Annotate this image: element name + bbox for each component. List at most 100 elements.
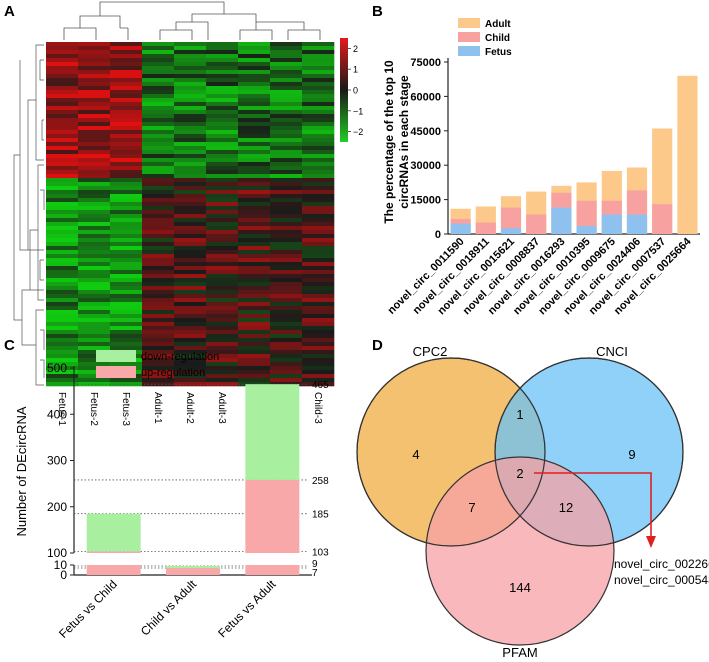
chart-c-reference-label: 7 (312, 568, 318, 579)
heatmap-cell (110, 310, 143, 315)
heatmap-cell (174, 114, 207, 119)
heatmap-cell (302, 210, 335, 215)
heatmap-cell (110, 94, 143, 99)
heatmap-cell (174, 330, 207, 335)
heatmap-cell (142, 302, 175, 307)
heatmap-cell (206, 142, 239, 147)
heatmap-cell (302, 334, 335, 339)
heatmap-cell (110, 258, 143, 263)
heatmap-cell (270, 370, 303, 375)
heatmap-cell (142, 274, 175, 279)
heatmap-cell (46, 246, 79, 251)
heatmap-cell (78, 142, 111, 147)
heatmap-cell (78, 294, 111, 299)
heatmap-cell (110, 322, 143, 327)
heatmap-cell (302, 182, 335, 187)
heatmap-cell (238, 310, 271, 315)
heatmap-cell (302, 362, 335, 367)
heatmap-cell (46, 166, 79, 171)
heatmap-cell (238, 274, 271, 279)
heatmap-cell (302, 306, 335, 311)
heatmap-cell (206, 194, 239, 199)
heatmap-cell (206, 198, 239, 203)
chart-c-ytick: 400 (47, 407, 67, 421)
venn-label-pfam: PFAM (502, 645, 537, 660)
heatmap-cell (238, 110, 271, 115)
colorbar-tick-label: −2 (353, 127, 363, 137)
heatmap-cell (238, 182, 271, 187)
heatmap-cell (206, 94, 239, 99)
heatmap-cell (46, 78, 79, 83)
heatmap-cell (302, 126, 335, 131)
heatmap-cell (270, 74, 303, 79)
heatmap-cell (238, 122, 271, 127)
heatmap-cell (270, 158, 303, 163)
heatmap-cell (46, 66, 79, 71)
venn-callout-arrow-line (534, 472, 652, 541)
heatmap-cell (142, 62, 175, 67)
heatmap-cell (302, 246, 335, 251)
heatmap-cell (238, 366, 271, 371)
panel-d: D CPC2 CNCI PFAM 4 9 144 1 7 12 2 novel_… (356, 337, 709, 660)
heatmap-cell (270, 290, 303, 295)
colorbar-tick-label: 0 (353, 86, 358, 96)
heatmap-cell (206, 174, 239, 179)
colorbar-gradient (340, 38, 348, 142)
heatmap-cell (302, 138, 335, 143)
heatmap-cell (206, 74, 239, 79)
heatmap-cell (46, 214, 79, 219)
heatmap-cell (78, 214, 111, 219)
heatmap-cell (142, 310, 175, 315)
heatmap-cell (302, 262, 335, 267)
chart-b-ytick: 15000 (410, 195, 441, 207)
heatmap-cell (270, 142, 303, 147)
heatmap-cell (142, 242, 175, 247)
heatmap-cell (174, 126, 207, 131)
heatmap-cell (78, 330, 111, 335)
heatmap-cell (78, 182, 111, 187)
heatmap-cell (142, 182, 175, 187)
heatmap-cell (142, 262, 175, 267)
heatmap-cell (302, 122, 335, 127)
heatmap-cell (270, 322, 303, 327)
heatmap-cell (110, 126, 143, 131)
heatmap-cell (46, 278, 79, 283)
chart-c-ytick: 200 (47, 500, 67, 514)
heatmap-cell (270, 130, 303, 135)
heatmap-cell (78, 62, 111, 67)
heatmap-cell (110, 174, 143, 179)
heatmap-cell (110, 182, 143, 187)
heatmap-cell (142, 230, 175, 235)
heatmap-cell (142, 342, 175, 347)
heatmap-cell (270, 350, 303, 355)
heatmap-cell (46, 302, 79, 307)
heatmap-cell (78, 342, 111, 347)
heatmap-cell (142, 126, 175, 131)
heatmap-cell (110, 46, 143, 51)
heatmap-cell (78, 326, 111, 331)
heatmap-cell (142, 82, 175, 87)
heatmap-cell (238, 218, 271, 223)
heatmap-cell (110, 274, 143, 279)
heatmap-cell (270, 330, 303, 335)
heatmap-cell (302, 270, 335, 275)
heatmap-cell (302, 170, 335, 175)
chart-b-ylabel-line2: circRNAs in each stage (397, 75, 411, 209)
heatmap-cell (142, 286, 175, 291)
chart-b-ytick: 30000 (410, 160, 441, 172)
heatmap-cell (110, 222, 143, 227)
heatmap-cell (110, 210, 143, 215)
heatmap-cell (238, 58, 271, 63)
heatmap-cell (110, 70, 143, 75)
heatmap-cell (302, 134, 335, 139)
heatmap-cell (238, 282, 271, 287)
heatmap-cell (110, 326, 143, 331)
heatmap-cell (46, 206, 79, 211)
heatmap-cell (238, 102, 271, 107)
heatmap-cell (302, 90, 335, 95)
heatmap-cell (206, 206, 239, 211)
heatmap-cell (110, 142, 143, 147)
heatmap-cell (238, 270, 271, 275)
heatmap-cell (46, 102, 79, 107)
heatmap-cell (302, 78, 335, 83)
